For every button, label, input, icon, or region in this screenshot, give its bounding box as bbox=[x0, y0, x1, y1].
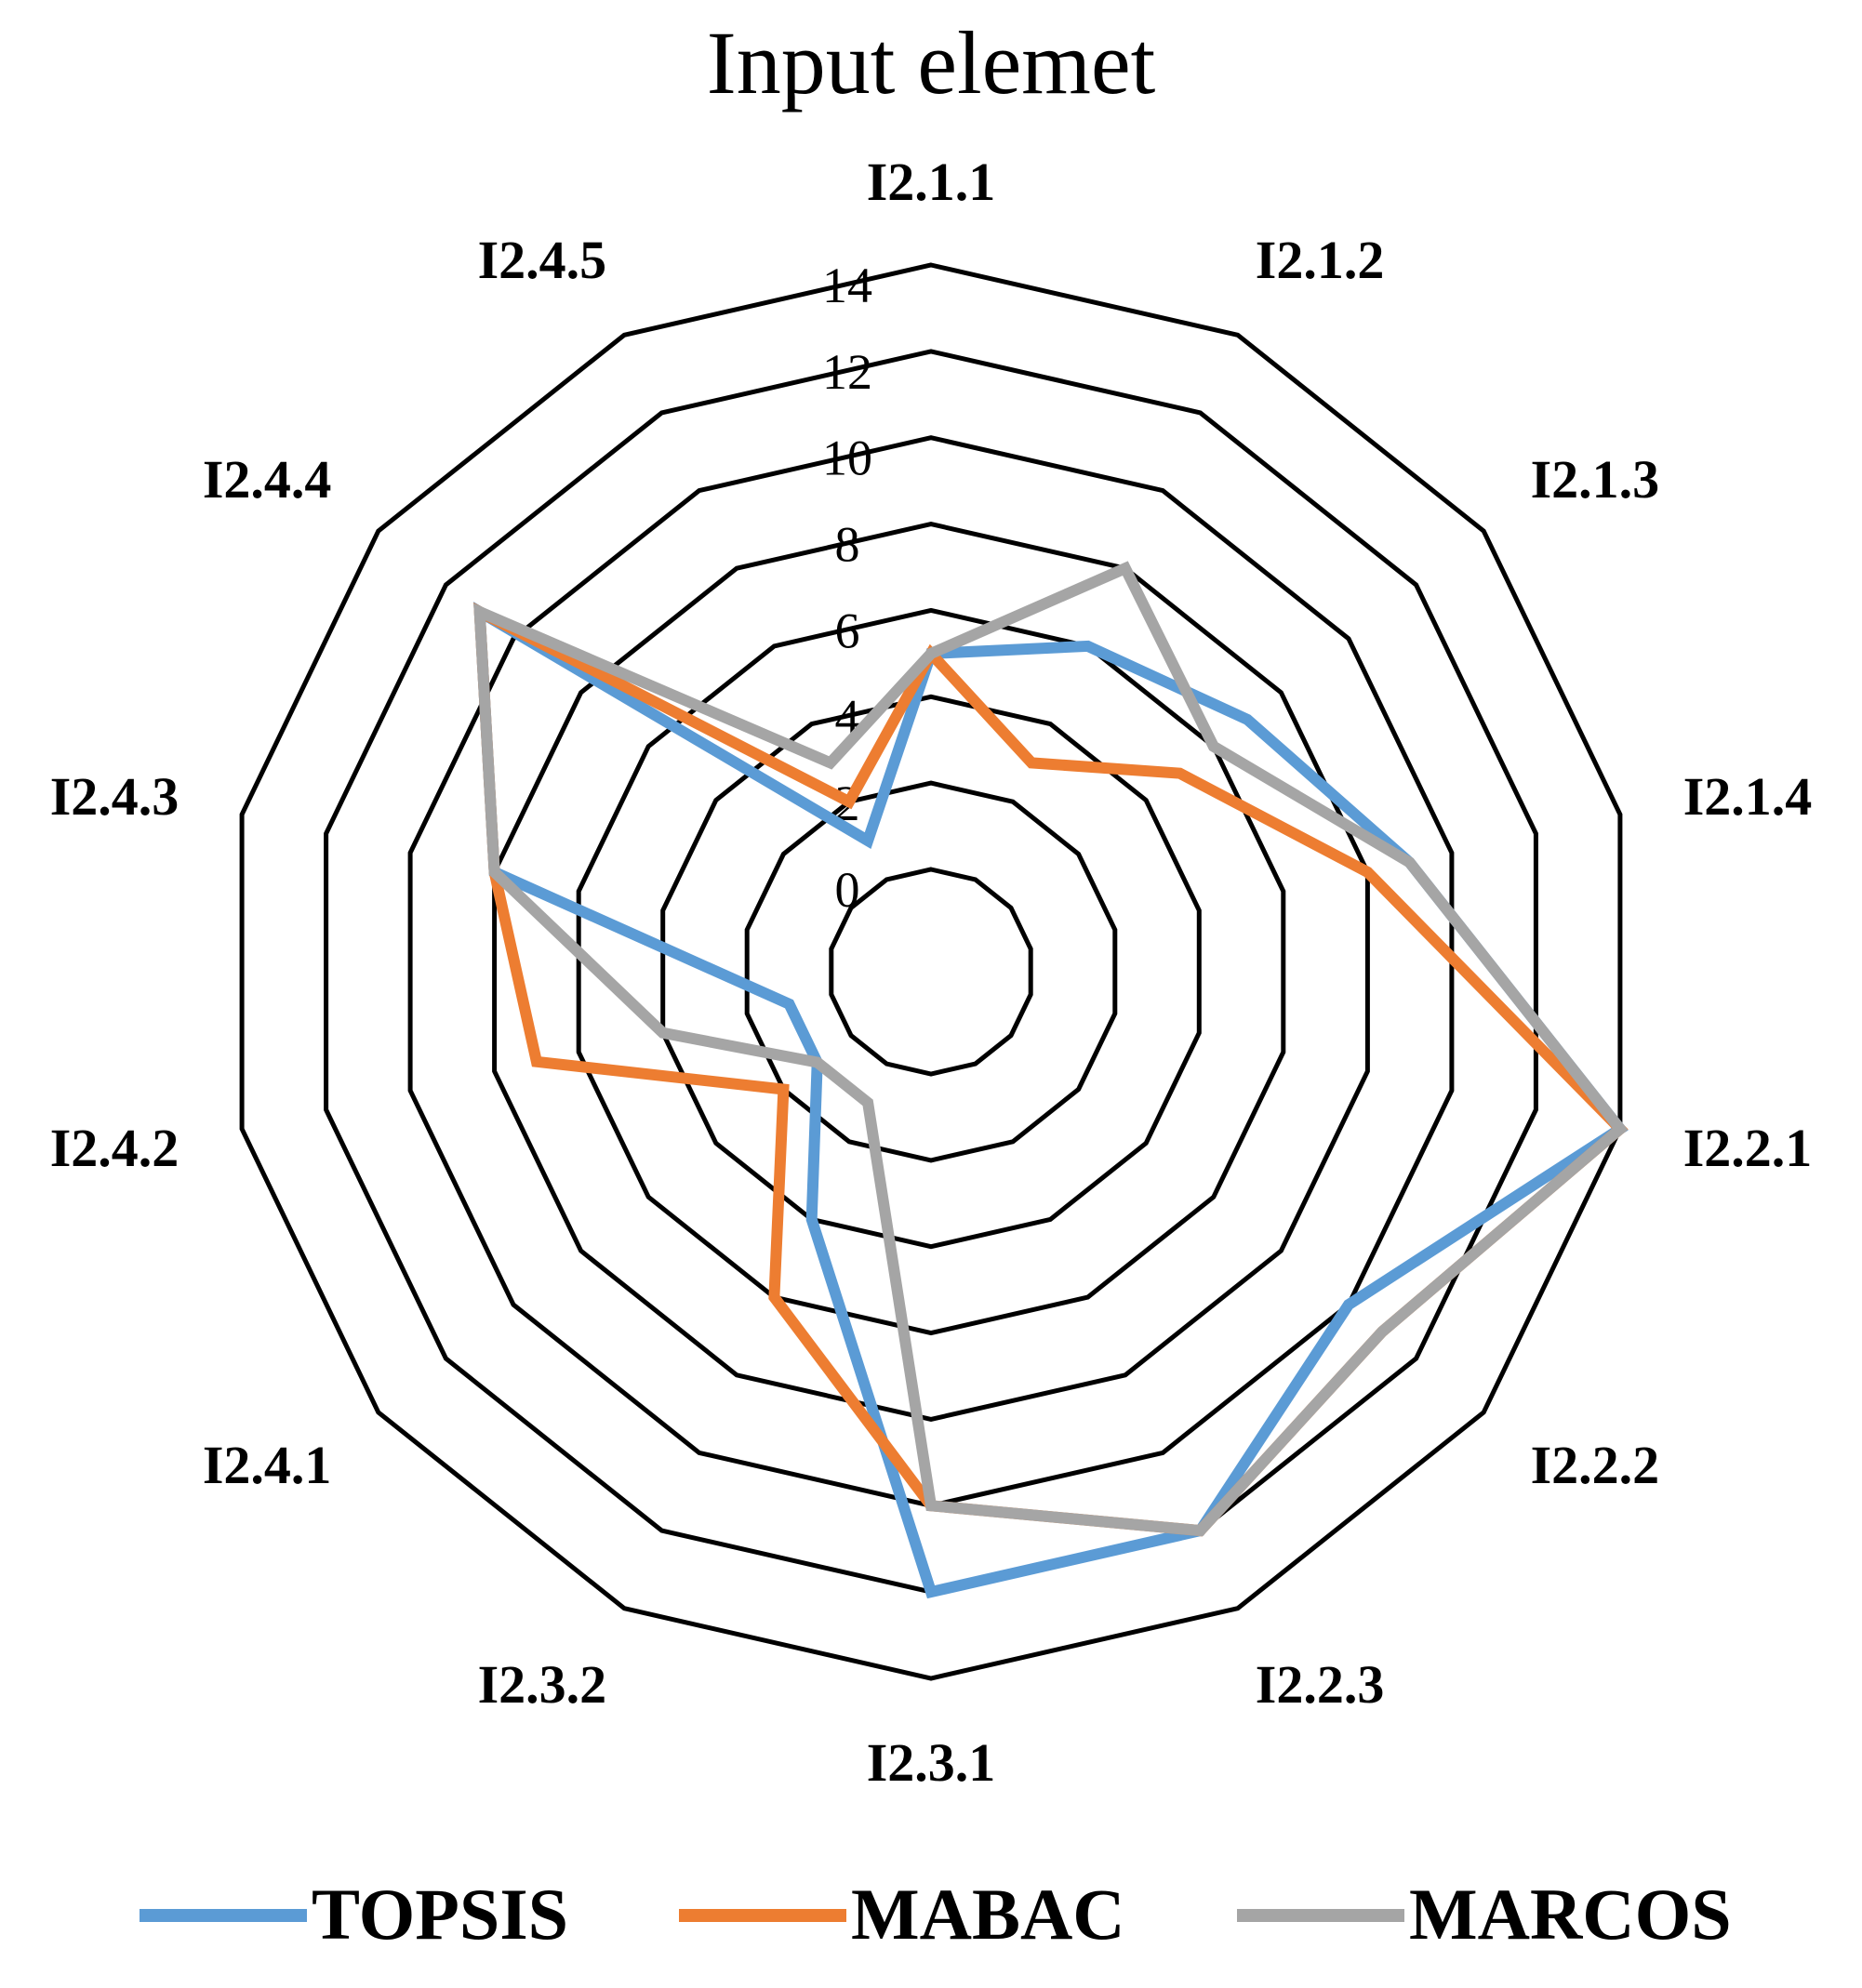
grid-ring-10 bbox=[407, 435, 1455, 1508]
legend: TOPSIS MABAC MARCOS bbox=[140, 1874, 1732, 1955]
category-label-I2-1-1: I2.1.1 bbox=[867, 152, 996, 212]
category-label-I2-4-5: I2.4.5 bbox=[478, 230, 607, 290]
radar-grid bbox=[239, 262, 1623, 1681]
grid-ring-6 bbox=[576, 607, 1286, 1336]
grid-ring-8 bbox=[492, 522, 1370, 1422]
category-label-I2-3-1: I2.3.1 bbox=[867, 1732, 996, 1793]
legend-label-marcos: MARCOS bbox=[1409, 1874, 1732, 1955]
category-labels: I2.1.1 I2.1.2 I2.1.3 I2.1.4 I2.2.1 I2.2.2 I2.2… bbox=[50, 152, 1813, 1793]
grid-ring-4 bbox=[660, 694, 1202, 1250]
category-label-I2-2-2: I2.2.2 bbox=[1531, 1435, 1660, 1495]
category-label-I2-1-2: I2.1.2 bbox=[1256, 230, 1385, 290]
grid-ring-14 bbox=[239, 262, 1623, 1681]
category-label-I2-4-3: I2.4.3 bbox=[50, 766, 180, 827]
data-series bbox=[473, 561, 1629, 1599]
chart-title: Input elemet bbox=[707, 13, 1156, 113]
tick-label-12: 12 bbox=[822, 344, 872, 400]
grid-ring-12 bbox=[324, 349, 1538, 1595]
tick-label-14: 14 bbox=[822, 258, 872, 313]
grid-ring-2 bbox=[744, 780, 1118, 1163]
category-label-I2-4-4: I2.4.4 bbox=[203, 449, 332, 510]
legend-label-mabac: MABAC bbox=[851, 1874, 1125, 1955]
category-label-I2-4-2: I2.4.2 bbox=[50, 1118, 180, 1178]
tick-label-6: 6 bbox=[835, 603, 860, 658]
category-label-I2-1-3: I2.1.3 bbox=[1531, 449, 1660, 510]
series-line-marcos bbox=[473, 561, 1629, 1537]
category-label-I2-3-2: I2.3.2 bbox=[478, 1654, 607, 1715]
grid-ring-0 bbox=[829, 867, 1033, 1077]
tick-label-10: 10 bbox=[822, 431, 872, 486]
tick-label-8: 8 bbox=[835, 517, 860, 573]
category-label-I2-1-4: I2.1.4 bbox=[1683, 766, 1813, 827]
legend-label-topsis: TOPSIS bbox=[312, 1874, 568, 1955]
category-label-I2-4-1: I2.4.1 bbox=[203, 1435, 332, 1495]
category-label-I2-2-3: I2.2.3 bbox=[1256, 1654, 1385, 1715]
category-label-I2-2-1: I2.2.1 bbox=[1683, 1118, 1813, 1178]
tick-label-0: 0 bbox=[835, 862, 860, 918]
